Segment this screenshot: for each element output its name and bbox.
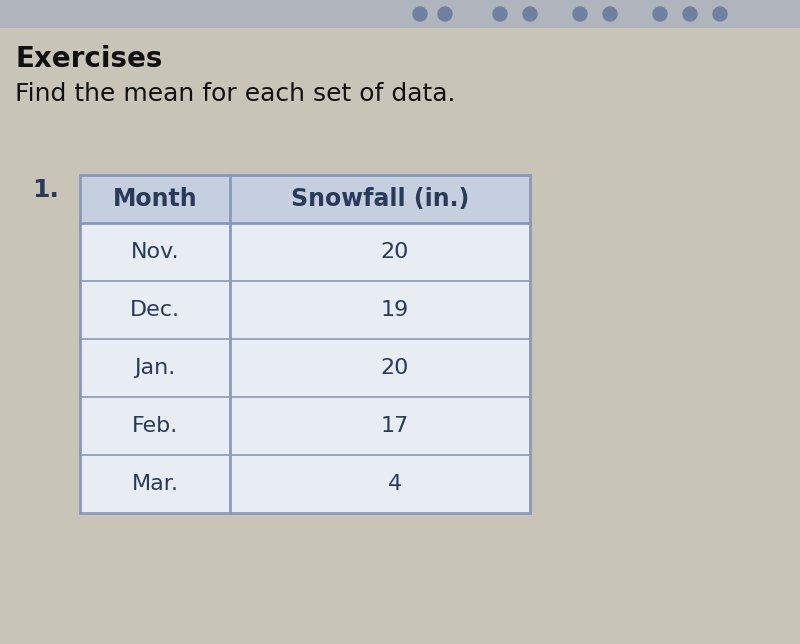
- Bar: [80, 175, 530, 513]
- Bar: [80, 175, 530, 513]
- Circle shape: [683, 7, 697, 21]
- Text: Feb.: Feb.: [132, 416, 178, 436]
- Circle shape: [438, 7, 452, 21]
- Circle shape: [493, 7, 507, 21]
- Text: Exercises: Exercises: [15, 45, 162, 73]
- Bar: [0, 0, 800, 28]
- Text: 17: 17: [381, 416, 409, 436]
- Text: Month: Month: [113, 187, 198, 211]
- Text: 20: 20: [381, 358, 409, 378]
- Text: 1.: 1.: [32, 178, 59, 202]
- Text: 20: 20: [381, 242, 409, 262]
- Circle shape: [653, 7, 667, 21]
- Text: Snowfall (in.): Snowfall (in.): [291, 187, 469, 211]
- Text: Nov.: Nov.: [130, 242, 179, 262]
- Circle shape: [603, 7, 617, 21]
- Text: Dec.: Dec.: [130, 300, 180, 320]
- Text: 4: 4: [388, 474, 402, 494]
- Circle shape: [573, 7, 587, 21]
- Bar: [80, 175, 530, 223]
- Circle shape: [523, 7, 537, 21]
- Circle shape: [413, 7, 427, 21]
- Text: Jan.: Jan.: [134, 358, 176, 378]
- Text: Mar.: Mar.: [131, 474, 178, 494]
- Circle shape: [713, 7, 727, 21]
- Text: 19: 19: [381, 300, 409, 320]
- Text: Find the mean for each set of data.: Find the mean for each set of data.: [15, 82, 455, 106]
